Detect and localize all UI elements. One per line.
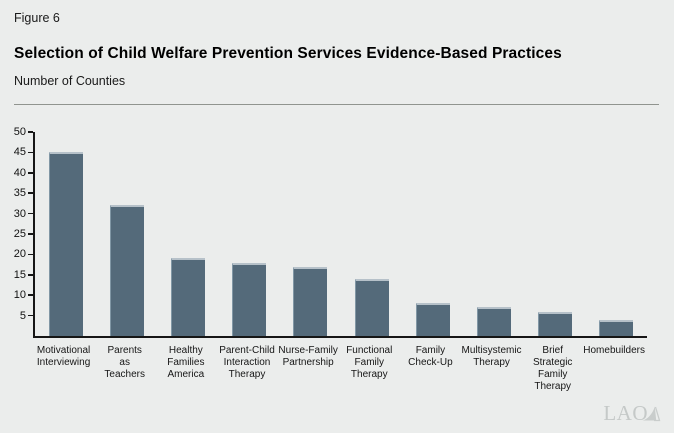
x-axis-label: Functional Family Therapy bbox=[346, 345, 393, 380]
lao-logo: LAO bbox=[603, 401, 661, 425]
y-tick-mark bbox=[28, 172, 33, 174]
y-tick-label: 45 bbox=[13, 146, 26, 159]
y-tick-15: 15 bbox=[14, 269, 33, 281]
y-tick-35: 35 bbox=[14, 187, 33, 199]
y-tick-20: 20 bbox=[14, 248, 33, 260]
bar-slot bbox=[35, 132, 96, 336]
bar-8 bbox=[477, 307, 512, 336]
y-tick-mark bbox=[28, 253, 33, 256]
x-axis-labels: Motivational Interviewing Parents as Teac… bbox=[33, 345, 645, 393]
x-axis-label: Multisystemic Therapy bbox=[461, 345, 522, 368]
x-axis-label: Brief Strategic Family Therapy bbox=[532, 345, 573, 392]
bar-5 bbox=[293, 266, 328, 336]
y-tick-label: 15 bbox=[13, 268, 26, 281]
y-tick-40: 40 bbox=[14, 167, 33, 179]
header-divider bbox=[14, 104, 659, 105]
y-tick-label: 40 bbox=[13, 166, 26, 179]
y-tick-30: 30 bbox=[14, 208, 33, 220]
y-tick-mark bbox=[28, 233, 33, 235]
y-tick-label: 5 bbox=[19, 309, 26, 322]
y-tick-5: 5 bbox=[20, 310, 33, 322]
lao-quill-icon bbox=[642, 406, 661, 422]
x-axis-label: Healthy Families America bbox=[167, 345, 205, 380]
y-tick-45: 45 bbox=[14, 146, 33, 158]
y-tick-mark bbox=[28, 131, 33, 133]
bar-4 bbox=[232, 262, 267, 336]
y-tick-label: 10 bbox=[13, 289, 26, 302]
y-tick-label: 20 bbox=[13, 248, 26, 261]
x-axis-label: Family Check-Up bbox=[408, 345, 453, 368]
lao-logo-text: LAO bbox=[603, 401, 648, 425]
bar-slot bbox=[463, 132, 524, 336]
bar-7 bbox=[415, 303, 450, 336]
bar-slot bbox=[586, 132, 647, 336]
figure-subtitle: Number of Counties bbox=[14, 74, 126, 88]
bar-slot bbox=[402, 132, 463, 336]
y-tick-mark bbox=[28, 192, 33, 194]
x-axis-label: Parents as Teachers bbox=[104, 345, 145, 380]
x-axis-label: Parent-Child Interaction Therapy bbox=[219, 345, 275, 380]
bar-slot bbox=[525, 132, 586, 336]
y-tick-50: 50 bbox=[14, 126, 33, 138]
x-axis-label: Nurse-Family Partnership bbox=[278, 345, 338, 368]
bar-slot bbox=[341, 132, 402, 336]
y-tick-mark bbox=[28, 314, 33, 317]
y-axis: 5 10 15 20 25 30 35 40 45 50 bbox=[0, 126, 33, 336]
figure-label: Figure 6 bbox=[14, 11, 60, 25]
figure-title: Selection of Child Welfare Prevention Se… bbox=[14, 45, 562, 62]
y-tick-label: 25 bbox=[13, 228, 26, 240]
plot-area bbox=[33, 132, 647, 338]
bar-9 bbox=[538, 311, 573, 336]
y-tick-25: 25 bbox=[14, 228, 33, 240]
x-axis-label: Homebuilders bbox=[583, 345, 645, 356]
y-tick-label: 30 bbox=[13, 207, 26, 220]
y-tick-mark bbox=[28, 274, 33, 276]
bar-1 bbox=[48, 152, 83, 336]
bar-slot bbox=[219, 132, 280, 336]
y-tick-label: 50 bbox=[13, 126, 26, 138]
y-tick-label: 35 bbox=[13, 187, 26, 200]
y-tick-mark bbox=[28, 151, 33, 154]
x-axis-label: Motivational Interviewing bbox=[36, 345, 91, 368]
y-tick-10: 10 bbox=[14, 289, 33, 301]
bar-3 bbox=[171, 258, 205, 336]
y-tick-mark bbox=[28, 212, 33, 215]
bar-slot bbox=[280, 132, 341, 336]
y-tick-mark bbox=[28, 294, 33, 296]
bar-slot bbox=[96, 132, 157, 336]
bar-6 bbox=[354, 278, 389, 336]
bar-2 bbox=[109, 205, 144, 336]
bar-slot bbox=[157, 132, 218, 336]
bar-10 bbox=[599, 319, 634, 336]
